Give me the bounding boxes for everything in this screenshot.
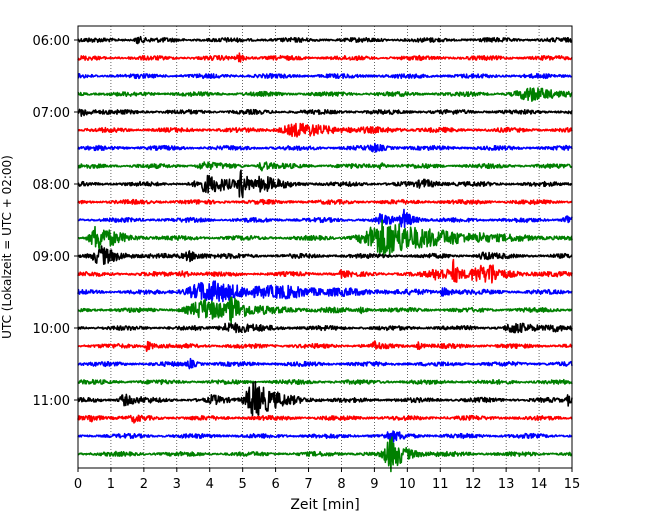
x-tick-label: 3 bbox=[173, 477, 181, 492]
trace-0700 bbox=[77, 108, 573, 117]
x-tick-label: 14 bbox=[531, 477, 548, 492]
trace-0730 bbox=[77, 142, 573, 153]
x-tick-label: 2 bbox=[140, 477, 148, 492]
trace-1045 bbox=[77, 378, 573, 386]
trace-0645 bbox=[77, 87, 573, 102]
y-tick-label: 10:00 bbox=[33, 322, 70, 337]
x-tick-label: 7 bbox=[304, 477, 312, 492]
trace-0945 bbox=[77, 296, 573, 326]
y-tick-label: 07:00 bbox=[33, 106, 70, 121]
trace-1030 bbox=[77, 357, 573, 370]
plot-frame bbox=[77, 25, 573, 469]
x-tick-label: 4 bbox=[206, 477, 214, 492]
y-axis-label: UTC (Lokalzeit = UTC + 02:00) bbox=[0, 155, 14, 339]
y-tick-label: 11:00 bbox=[33, 394, 70, 409]
trace-1145 bbox=[77, 436, 573, 473]
x-tick-label: 10 bbox=[399, 477, 416, 492]
x-tick-label: 15 bbox=[564, 477, 581, 492]
trace-0615 bbox=[77, 52, 573, 63]
x-tick-label: 6 bbox=[271, 477, 279, 492]
y-axis-ticks: 06:00 07:00 08:00 09:00 10:00 11:00 bbox=[33, 34, 78, 409]
trace-group bbox=[77, 35, 573, 473]
trace-1015 bbox=[77, 340, 573, 353]
trace-1130 bbox=[77, 430, 573, 444]
x-tick-label: 12 bbox=[465, 477, 482, 492]
trace-0900 bbox=[77, 245, 573, 266]
y-tick-label: 09:00 bbox=[33, 250, 70, 265]
x-tick-label: 1 bbox=[107, 477, 115, 492]
trace-0800 bbox=[77, 169, 573, 199]
trace-0630 bbox=[77, 72, 573, 80]
x-axis-label: Zeit [min] bbox=[290, 497, 359, 513]
trace-0930 bbox=[77, 280, 573, 303]
trace-0600 bbox=[77, 35, 573, 45]
y-tick-label: 06:00 bbox=[33, 34, 70, 49]
x-tick-label: 11 bbox=[432, 477, 449, 492]
x-axis-ticks: 0 1 2 3 4 5 6 7 8 9 10 11 12 13 14 15 bbox=[74, 468, 580, 492]
x-tick-label: 13 bbox=[498, 477, 515, 492]
x-tick-label: 8 bbox=[337, 477, 345, 492]
trace-1100 bbox=[77, 380, 573, 417]
trace-1000 bbox=[77, 322, 573, 334]
trace-0715 bbox=[77, 122, 573, 138]
trace-0745 bbox=[77, 161, 573, 172]
trace-1115 bbox=[77, 414, 573, 424]
x-tick-label: 5 bbox=[239, 477, 247, 492]
x-tick-label: 0 bbox=[74, 477, 82, 492]
trace-0915 bbox=[77, 258, 573, 284]
trace-0845 bbox=[77, 219, 573, 259]
trace-0830 bbox=[77, 208, 573, 229]
y-tick-label: 08:00 bbox=[33, 178, 70, 193]
x-tick-label: 9 bbox=[370, 477, 378, 492]
trace-0815 bbox=[77, 198, 573, 206]
